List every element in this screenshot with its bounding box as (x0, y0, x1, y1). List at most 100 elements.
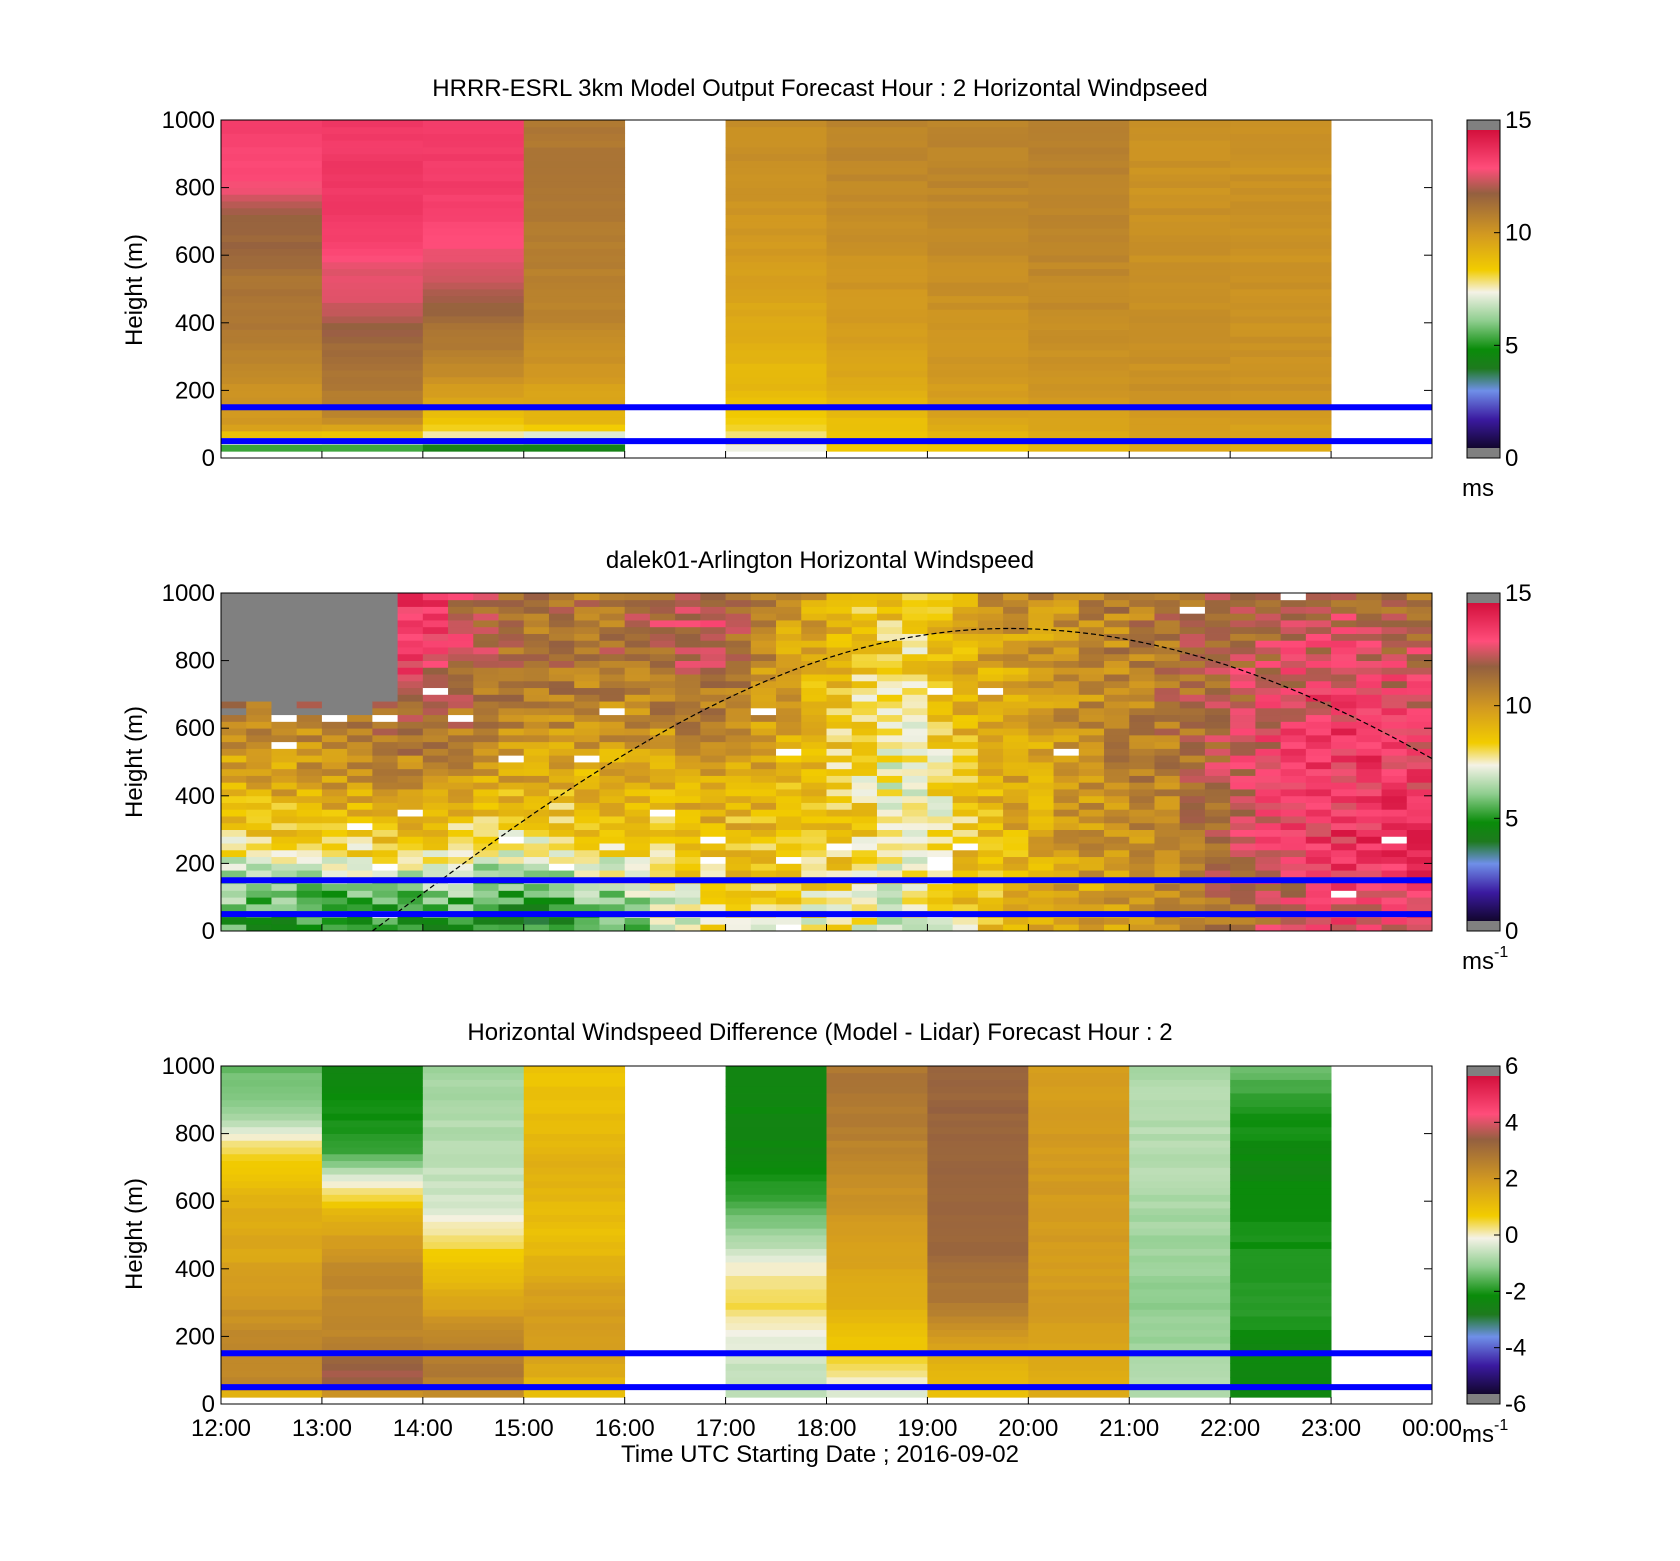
heatmap-cell (1129, 322, 1231, 330)
heatmap-cell (1104, 843, 1130, 851)
heatmap-cell (1129, 370, 1231, 378)
heatmap-cell (1028, 890, 1054, 898)
heatmap-cell (422, 1289, 525, 1297)
heatmap-cell (347, 924, 373, 931)
heatmap-cell (372, 843, 399, 851)
heatmap-cell (826, 1295, 928, 1303)
heatmap-cell (1356, 816, 1382, 824)
heatmap-cell (851, 640, 878, 648)
heatmap-cell (725, 417, 827, 425)
heatmap-cell (1204, 856, 1231, 864)
heatmap-cell (321, 613, 348, 621)
heatmap-cell (649, 768, 676, 776)
heatmap-cell (422, 687, 449, 695)
heatmap-cell (321, 424, 424, 432)
heatmap-cell (1003, 768, 1029, 776)
heatmap-cell (927, 647, 954, 655)
y-tick-label: 0 (202, 1391, 215, 1418)
heatmap-cell (649, 741, 676, 749)
heatmap-cell (927, 1235, 1029, 1243)
heatmap-cell (927, 782, 954, 790)
heatmap-cell (1028, 261, 1130, 270)
heatmap-cell (826, 680, 853, 689)
heatmap-cell (1230, 680, 1256, 689)
heatmap-cell (801, 789, 827, 797)
heatmap-cell (1154, 694, 1181, 702)
heatmap-cell (1230, 174, 1332, 182)
heatmap-cell (221, 1113, 323, 1121)
heatmap-cell (649, 620, 676, 628)
heatmap-cell (1028, 1289, 1130, 1297)
heatmap-cell (498, 701, 525, 709)
heatmap-cell (675, 802, 701, 810)
heatmap-cell (448, 647, 474, 655)
heatmap-cell (927, 1363, 1029, 1371)
heatmap-cell (624, 863, 651, 871)
heatmap-cell (1230, 1187, 1332, 1195)
heatmap-cell (221, 1228, 323, 1236)
heatmap-cell (1003, 903, 1029, 912)
heatmap-cell (473, 829, 499, 837)
heatmap-cell (321, 289, 424, 297)
heatmap-cell (927, 1106, 1029, 1114)
heatmap-cell (927, 714, 954, 722)
heatmap-cell (1381, 620, 1408, 628)
heatmap-cell (599, 863, 626, 871)
heatmap-cell (1078, 687, 1105, 695)
heatmap-cell (1129, 816, 1155, 824)
heatmap-cell (271, 680, 298, 689)
heatmap-cell (1331, 667, 1357, 675)
heatmap-cell (498, 863, 525, 871)
heatmap-cell (826, 1241, 928, 1249)
heatmap-cell (977, 714, 1004, 722)
heatmap-cell (1053, 640, 1080, 648)
heatmap-cell (801, 836, 827, 844)
heatmap-cell (725, 336, 827, 344)
heatmap-cell (1028, 153, 1130, 161)
heatmap-cell (1078, 917, 1105, 925)
heatmap-cell (1255, 640, 1282, 648)
heatmap-cell (927, 444, 1029, 452)
heatmap-cell (902, 667, 928, 675)
heatmap-cell (1028, 234, 1130, 243)
heatmap-cell (1129, 1275, 1231, 1283)
heatmap-cell (851, 613, 878, 621)
heatmap-cell (321, 856, 348, 864)
heatmap-cell (271, 849, 298, 858)
heatmap-cell (1331, 687, 1357, 695)
heatmap-cell (725, 1079, 827, 1087)
panel-windspeed-difference: Horizontal Windspeed Difference (Model -… (121, 1019, 1526, 1448)
heatmap-cell (624, 822, 651, 830)
heatmap-cell (1154, 680, 1181, 689)
heatmap-cell (1028, 836, 1054, 844)
heatmap-cell (548, 734, 575, 743)
heatmap-cell (725, 653, 752, 661)
heatmap-cell (750, 687, 777, 695)
heatmap-cell (221, 289, 323, 297)
heatmap-cell (1230, 140, 1332, 148)
heatmap-cell (1331, 809, 1357, 817)
heatmap-cell (725, 140, 827, 148)
heatmap-cell (1003, 701, 1029, 709)
heatmap-cell (1003, 789, 1029, 797)
heatmap-cell (776, 728, 802, 736)
heatmap-cell (1053, 843, 1080, 851)
heatmap-cell (1280, 775, 1307, 783)
heatmap-cell (876, 694, 903, 702)
heatmap-cell (422, 167, 525, 175)
heatmap-cell (1028, 302, 1130, 310)
heatmap-cell (725, 1201, 827, 1209)
heatmap-cell (221, 390, 323, 398)
heatmap-cell (296, 863, 323, 871)
heatmap-cell (927, 309, 1029, 317)
heatmap-cell (675, 762, 701, 770)
heatmap-cell (221, 201, 323, 209)
heatmap-cell (397, 653, 424, 661)
heatmap-cell (1230, 883, 1256, 891)
heatmap-cell (927, 626, 954, 634)
heatmap-cell (1129, 282, 1231, 290)
heatmap-cell (523, 701, 550, 709)
heatmap-cell (1028, 680, 1054, 689)
heatmap-cell (1129, 241, 1231, 249)
